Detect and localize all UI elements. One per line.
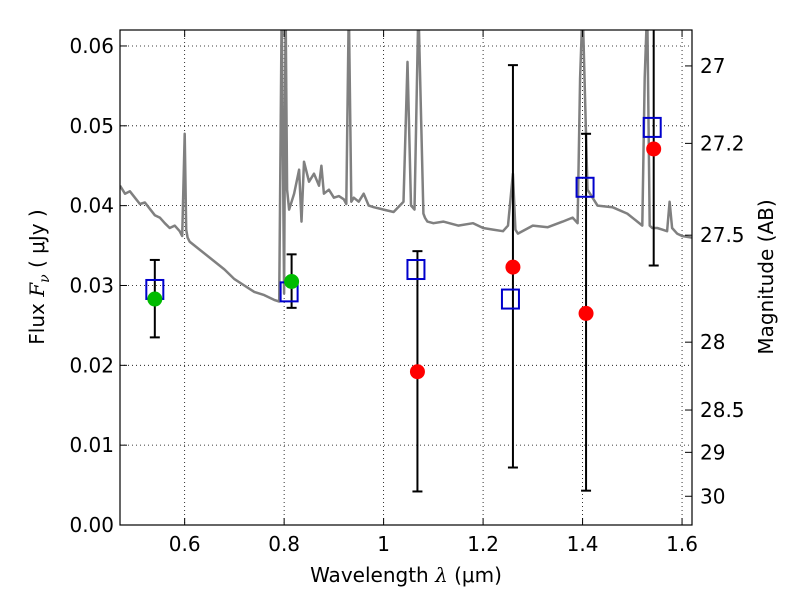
- y-tick-label: 0.01: [69, 433, 114, 457]
- model-square-marker: [642, 116, 662, 138]
- x-tick-label: 0.8: [268, 532, 300, 556]
- axis-ticks: 0.6 0.8 1 1.2 1.4 1.6 0.00 0.01 0.02 0.03 0.04 0.05…: [69, 30, 745, 556]
- green-point-marker: [284, 273, 300, 289]
- y-tick-label: 0.04: [69, 194, 114, 218]
- model-spectrum-line: [120, 30, 692, 303]
- x-tick-label: 1: [377, 532, 390, 556]
- model-square-marker: [500, 288, 520, 310]
- right-tick-label: 28: [700, 330, 725, 354]
- right-tick-label: 29: [700, 440, 725, 464]
- red-point-marker: [578, 305, 594, 321]
- right-tick-label: 30: [700, 484, 725, 508]
- plot-frame: [119, 29, 693, 526]
- x-tick-label: 1.6: [666, 532, 698, 556]
- y-tick-label: 0.03: [69, 273, 114, 297]
- right-tick-label: 28.5: [700, 398, 745, 422]
- x-axis-label: Wavelength λ (μm): [310, 563, 502, 587]
- model-square-marker: [575, 176, 595, 198]
- right-tick-label: 27.5: [700, 223, 745, 247]
- x-tick-label: 1.4: [567, 532, 599, 556]
- y-tick-label: 0.05: [69, 114, 114, 138]
- x-tick-label: 0.6: [169, 532, 201, 556]
- red-point-marker: [505, 259, 521, 275]
- y-tick-label: 0.00: [69, 513, 114, 537]
- red-point-marker: [409, 364, 425, 380]
- red-point-marker: [646, 141, 662, 157]
- model-square-marker: [406, 259, 426, 281]
- y-tick-label: 0.06: [69, 34, 114, 58]
- y-tick-label: 0.02: [69, 353, 114, 377]
- y-axis-label: Flux Fν ( μJy ): [25, 209, 53, 344]
- x-tick-label: 1.2: [467, 532, 499, 556]
- data-layer: [120, 30, 692, 493]
- right-tick-label: 27: [700, 54, 725, 78]
- y-axis-label-right: Magnitude (AB): [754, 199, 778, 354]
- green-point-marker: [147, 291, 163, 307]
- right-tick-label: 27.2: [700, 131, 745, 155]
